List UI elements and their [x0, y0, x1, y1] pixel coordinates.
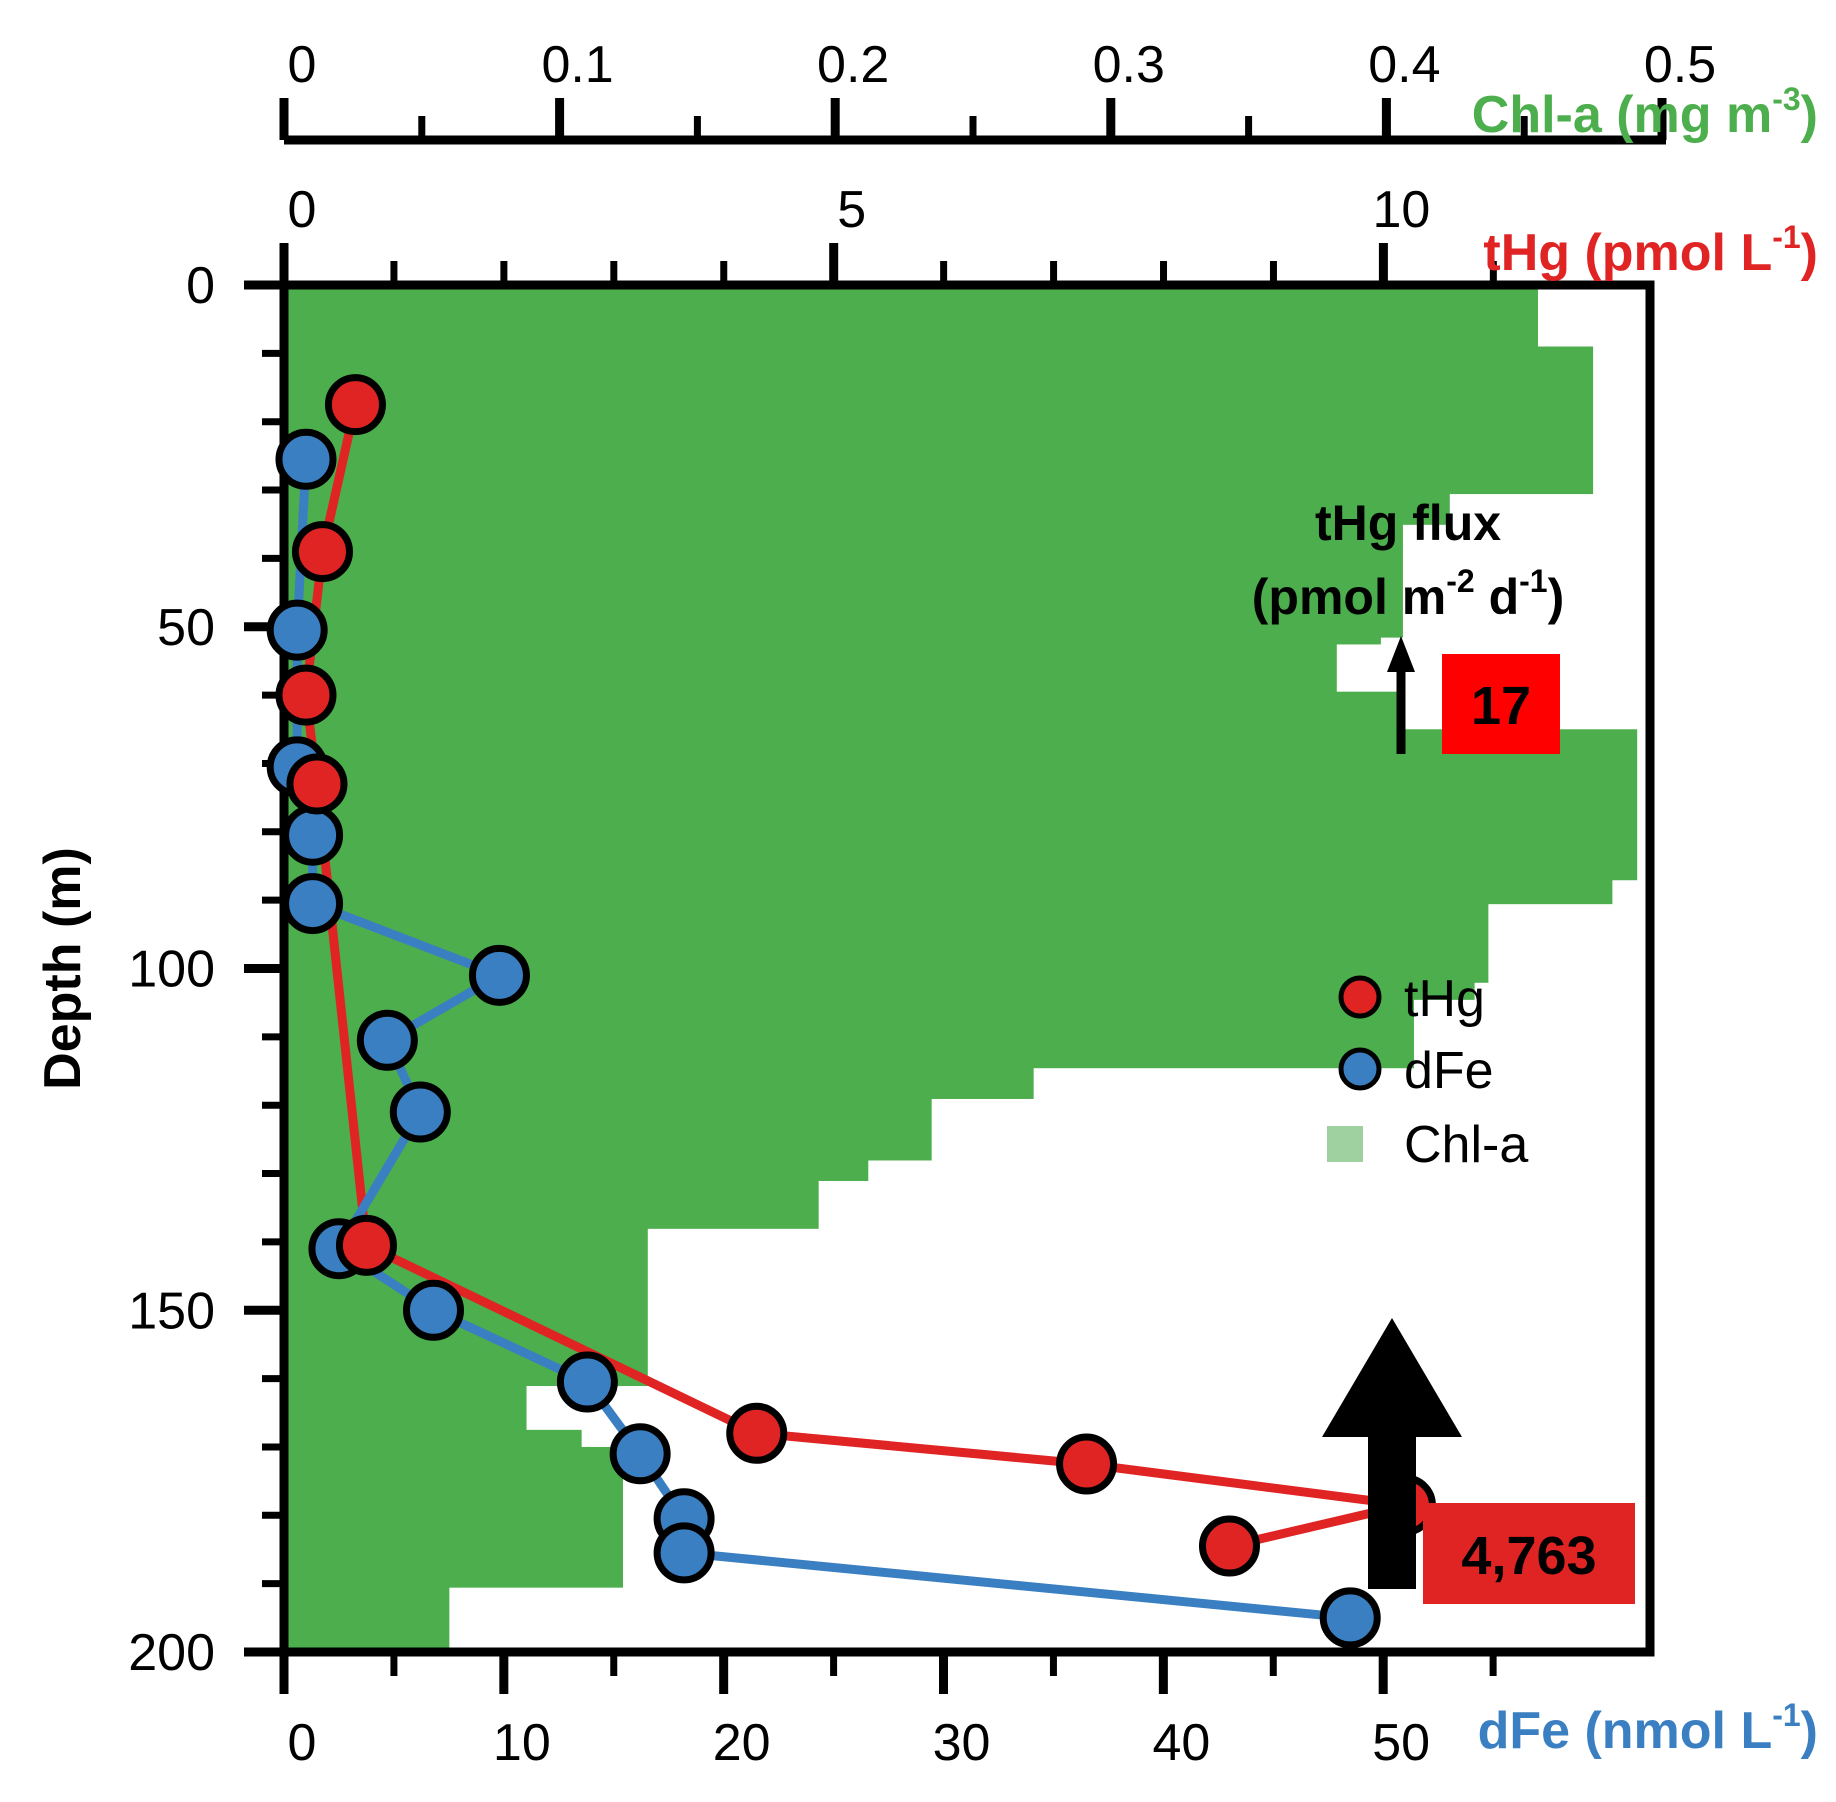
thg-tick-label: 10	[1372, 181, 1430, 239]
chl-tick-label: 0.4	[1368, 36, 1440, 94]
chl-a-step-19	[284, 1446, 623, 1588]
y-tick-label: 100	[128, 941, 215, 999]
legend-marker-dfe	[1338, 1047, 1382, 1091]
legend: tHg dFe Chl-a	[1327, 970, 1528, 1174]
thg-point	[286, 753, 348, 815]
chl-tick-label: 0.5	[1644, 36, 1716, 94]
large-flux-arrow	[1322, 1318, 1462, 1589]
chl-a-step-10	[284, 982, 1475, 1000]
chl-a-step-6	[284, 691, 1398, 730]
dfe-point	[609, 1423, 671, 1485]
thg-point	[1056, 1433, 1118, 1495]
dfe-tick-label: 40	[1152, 1714, 1210, 1772]
flux-annotation: tHg flux (pmol m-2 d-1) 17 4,763	[1252, 495, 1635, 1604]
dfe-point	[468, 944, 530, 1006]
dfe-point	[275, 428, 337, 490]
chl-a-step-18	[284, 1429, 582, 1448]
thg-point	[335, 1214, 397, 1276]
chl-a-step-8	[284, 879, 1613, 905]
chl-a-step-0	[284, 285, 1538, 348]
dfe-axis-title: dFe (nmol L-1)	[1478, 1697, 1818, 1760]
dfe-point	[282, 873, 344, 935]
flux-title-line2: (pmol m-2 d-1)	[1252, 563, 1564, 625]
chl-a-step-3	[284, 524, 1403, 638]
dfe-point	[556, 1351, 618, 1413]
chl-tick-label: 0.2	[817, 36, 889, 94]
y-axis-title: Depth (m)	[34, 847, 92, 1090]
chl-tick-label: 0.1	[541, 36, 613, 94]
dfe-point	[282, 804, 344, 866]
thg-tick-label: 0	[288, 181, 317, 239]
flux-value-box-small	[1442, 654, 1560, 754]
flux-value-box-large	[1423, 1503, 1635, 1604]
chl-a-step-11	[284, 999, 1414, 1069]
dfe-tick-label: 0	[288, 1714, 317, 1772]
chl-tick-label: 0	[288, 36, 317, 94]
chl-a-step-20	[284, 1587, 450, 1653]
chl-a-step-7	[284, 729, 1638, 881]
dfe-tick-label: 20	[713, 1714, 771, 1772]
dfe-point	[1319, 1587, 1381, 1649]
chl-axis-title: Chl-a (mg m-3)	[1472, 81, 1818, 144]
y-tick-label: 50	[157, 599, 215, 657]
chl-a-step-2	[284, 493, 1450, 525]
small-flux-arrow	[1387, 636, 1415, 754]
y-tick-label: 150	[128, 1282, 215, 1340]
chl-a-step-9	[284, 903, 1489, 983]
legend-label-chl-a: Chl-a	[1404, 1116, 1528, 1174]
thg-point	[291, 521, 353, 583]
thg-point	[324, 374, 386, 436]
chl-a-step-14	[284, 1159, 869, 1181]
dfe-point	[402, 1279, 464, 1341]
thg-axis-title: tHg (pmol L-1)	[1483, 219, 1818, 282]
legend-label-thg: tHg	[1404, 970, 1485, 1028]
chl-a-step-1	[284, 346, 1594, 495]
dfe-tick-label: 10	[493, 1714, 551, 1772]
dfe-point	[356, 1009, 418, 1071]
dfe-point	[266, 599, 328, 661]
flux-value-large: 4,763	[1461, 1526, 1596, 1586]
flux-value-small: 17	[1471, 676, 1531, 736]
flux-title-line1: tHg flux	[1315, 495, 1501, 551]
legend-marker-thg	[1338, 975, 1382, 1019]
series-points	[266, 374, 1436, 1649]
thg-point	[275, 664, 337, 726]
chl-a-step-17	[284, 1385, 527, 1431]
chl-a-step-5	[284, 643, 1337, 693]
thg-point	[726, 1402, 788, 1464]
thg-tick-label: 5	[837, 181, 866, 239]
legend-label-dfe: dFe	[1404, 1042, 1494, 1100]
chl-a-profile	[284, 285, 1638, 1653]
dfe-tick-label: 30	[933, 1714, 991, 1772]
chl-a-step-13	[284, 1098, 932, 1161]
thg-point	[1198, 1515, 1260, 1577]
dfe-point	[653, 1522, 715, 1584]
y-tick-label: 0	[186, 257, 215, 315]
legend-marker-chl-a	[1327, 1126, 1363, 1162]
chl-tick-label: 0.3	[1093, 36, 1165, 94]
y-tick-label: 200	[128, 1624, 215, 1682]
chl-a-step-4	[284, 637, 1381, 645]
dfe-tick-label: 50	[1372, 1714, 1430, 1772]
dfe-point	[389, 1081, 451, 1143]
